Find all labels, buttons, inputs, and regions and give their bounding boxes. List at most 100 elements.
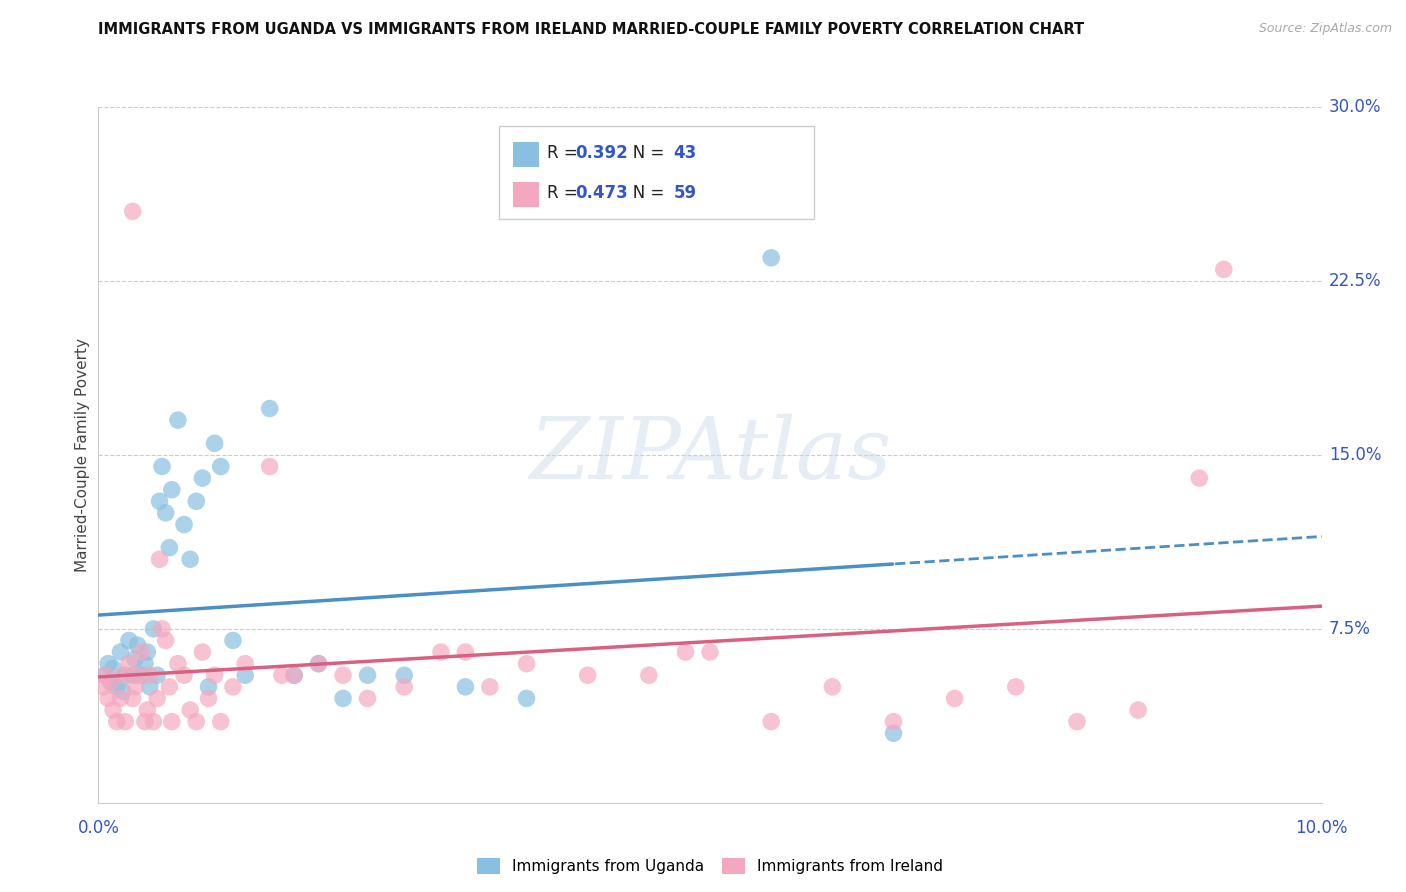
Point <box>392 680 416 694</box>
Point <box>191 645 214 659</box>
Point <box>134 657 156 671</box>
Point <box>308 657 330 671</box>
Point <box>127 638 149 652</box>
Point <box>167 657 190 671</box>
Point <box>155 633 177 648</box>
Point <box>259 401 281 416</box>
Point <box>821 680 844 694</box>
Y-axis label: Married-Couple Family Poverty: Married-Couple Family Poverty <box>75 338 90 572</box>
Point <box>943 691 966 706</box>
Point <box>91 680 114 694</box>
Point <box>110 691 132 706</box>
Point <box>516 657 538 671</box>
Text: Source: ZipAtlas.com: Source: ZipAtlas.com <box>1258 22 1392 36</box>
Point <box>179 552 201 566</box>
Point <box>1188 471 1211 485</box>
Point <box>121 204 143 219</box>
Point <box>332 691 354 706</box>
Point <box>699 645 721 659</box>
Point <box>179 703 201 717</box>
Text: 15.0%: 15.0% <box>1329 446 1381 464</box>
Text: R =: R = <box>547 144 583 161</box>
Point <box>114 668 136 682</box>
Point <box>127 668 149 682</box>
Point <box>259 459 281 474</box>
Point <box>1128 703 1150 717</box>
Text: 30.0%: 30.0% <box>1329 98 1381 116</box>
Point <box>222 633 245 648</box>
Point <box>222 680 245 694</box>
Point <box>146 691 169 706</box>
Point <box>100 675 122 690</box>
Point <box>1212 262 1234 277</box>
Text: 43: 43 <box>673 144 697 161</box>
Point <box>149 552 172 566</box>
Point <box>114 714 136 729</box>
Point <box>157 680 180 694</box>
Point <box>186 494 208 508</box>
Point <box>233 657 256 671</box>
Point <box>637 668 661 682</box>
Point <box>139 680 162 694</box>
Point <box>516 691 538 706</box>
Point <box>124 680 146 694</box>
Point <box>270 668 294 682</box>
Point <box>883 726 905 740</box>
Point <box>142 622 165 636</box>
Point <box>430 645 453 659</box>
Point <box>121 668 143 682</box>
Text: R =: R = <box>547 184 583 202</box>
Point <box>186 714 208 729</box>
Text: 10.0%: 10.0% <box>1295 819 1348 837</box>
Point <box>105 680 128 694</box>
Point <box>94 668 117 682</box>
Text: 7.5%: 7.5% <box>1329 620 1371 638</box>
Point <box>93 668 115 682</box>
Point <box>883 714 905 729</box>
Point <box>283 668 305 682</box>
Point <box>332 668 354 682</box>
Legend: Immigrants from Uganda, Immigrants from Ireland: Immigrants from Uganda, Immigrants from … <box>472 854 948 879</box>
Point <box>191 471 214 485</box>
Text: N =: N = <box>617 184 671 202</box>
Point <box>142 714 165 729</box>
Point <box>454 645 477 659</box>
Point <box>356 691 378 706</box>
Point <box>197 680 219 694</box>
Point <box>139 668 162 682</box>
Point <box>111 668 134 682</box>
Point <box>157 541 180 555</box>
Point <box>97 691 120 706</box>
Point <box>155 506 177 520</box>
Point <box>160 483 183 497</box>
Text: 0.473: 0.473 <box>575 184 628 202</box>
Text: 22.5%: 22.5% <box>1329 272 1381 290</box>
Point <box>100 675 122 690</box>
Point <box>197 691 219 706</box>
Point <box>478 680 501 694</box>
Point <box>761 714 783 729</box>
Point <box>209 714 232 729</box>
Text: ZIPAtlas: ZIPAtlas <box>529 414 891 496</box>
Point <box>101 703 124 717</box>
Point <box>160 714 183 729</box>
Point <box>118 633 141 648</box>
Point <box>209 459 232 474</box>
Point <box>136 703 159 717</box>
Point <box>356 668 378 682</box>
Text: 0.392: 0.392 <box>575 144 628 161</box>
Point <box>136 645 159 659</box>
Point <box>204 436 226 450</box>
Text: 0.0%: 0.0% <box>77 819 120 837</box>
Point <box>150 622 173 636</box>
Point <box>1004 680 1026 694</box>
Point <box>392 668 416 682</box>
Point <box>101 661 124 675</box>
Point <box>167 413 190 427</box>
Text: IMMIGRANTS FROM UGANDA VS IMMIGRANTS FROM IRELAND MARRIED-COUPLE FAMILY POVERTY : IMMIGRANTS FROM UGANDA VS IMMIGRANTS FRO… <box>98 22 1084 37</box>
Point <box>173 517 195 532</box>
Point <box>576 668 599 682</box>
Point <box>675 645 697 659</box>
Point <box>97 657 120 671</box>
Point <box>308 657 330 671</box>
